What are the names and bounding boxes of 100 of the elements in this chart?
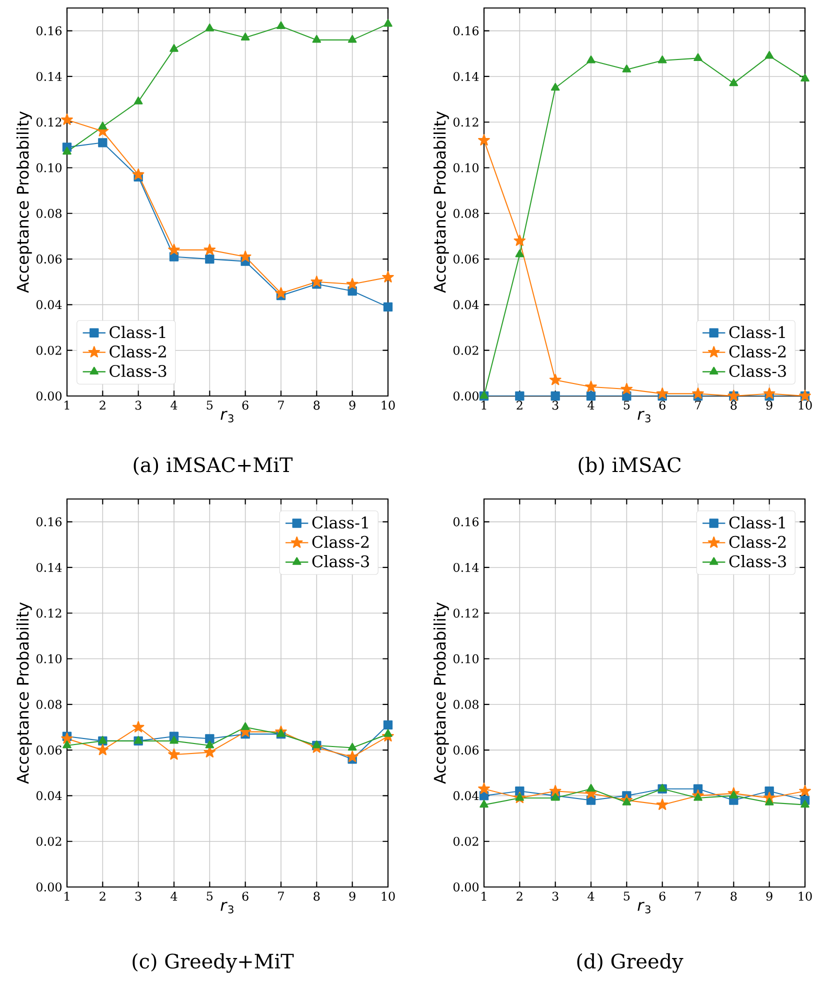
x-tick-label: 1 (482, 892, 486, 901)
y-tick-label: 0.10 (453, 654, 479, 664)
y-tick-label: 0.10 (36, 163, 62, 172)
x-tick-label: 8 (314, 400, 320, 410)
y-tick-label: 0.06 (36, 746, 62, 755)
x-tick-label: 10 (382, 892, 395, 901)
x-tick-label: 4 (170, 892, 178, 901)
x-tick-label: 10 (798, 400, 812, 410)
legend-label: Class-1 (729, 516, 785, 529)
y-tick-label: 0.04 (453, 300, 479, 310)
y-tick-label: 0.04 (36, 791, 62, 800)
x-tick-label: 1 (64, 400, 70, 410)
y-tick-label: 0.14 (453, 562, 479, 572)
x-tick-label: 9 (766, 892, 772, 901)
y-tick-label: 0.06 (453, 254, 479, 264)
x-tick-label: 8 (314, 892, 320, 901)
x-tick-label: 7 (695, 400, 701, 410)
legend-label: Class-2 (729, 536, 786, 548)
x-axis-title: r$_{3}$ (638, 410, 650, 422)
y-tick-label: 0.14 (36, 562, 62, 572)
legend-label: Class-3 (110, 364, 166, 378)
y-axis-title: Acceptance Probability (433, 602, 449, 784)
legend-label: Class-1 (729, 326, 785, 338)
x-axis-title: r$_{3}$ (220, 902, 234, 914)
y-tick-label: 0.06 (453, 746, 479, 755)
x-tick-label: 2 (100, 892, 106, 901)
text: (c) Greedy+MiT (132, 953, 294, 973)
y-tick-label: 0.16 (36, 26, 62, 36)
y-tick-label: 0.04 (36, 300, 62, 310)
legend-label: Class-2 (312, 536, 369, 548)
y-axis-title: Acceptance Probability (16, 602, 32, 784)
x-tick-label: 6 (659, 400, 666, 410)
y-tick-label: 0.16 (453, 26, 479, 36)
y-tick-label: 0.14 (453, 72, 479, 81)
y-tick-label: 0.12 (453, 118, 478, 127)
x-tick-label: 7 (695, 892, 701, 900)
y-tick-label: 0.08 (453, 208, 479, 218)
y-tick-label: 0.08 (453, 700, 479, 709)
x-tick-label: 6 (242, 892, 248, 901)
y-tick-label: 0.16 (453, 517, 479, 526)
x-tick-label: 3 (552, 400, 558, 410)
x-axis-title: r$_{3}$ (638, 902, 650, 914)
x-tick-label: 3 (135, 400, 142, 410)
x-axis-title: r$_{3}$ (220, 410, 234, 422)
x-tick-label: 8 (730, 400, 737, 410)
y-axis-title: Acceptance Probability (433, 111, 449, 293)
x-tick-label: 1 (482, 400, 486, 410)
y-tick-label: 0.02 (453, 836, 478, 846)
y-tick-label: 0.16 (36, 517, 62, 526)
x-tick-label: 10 (798, 892, 812, 901)
x-tick-label: 5 (624, 400, 630, 410)
y-tick-label: 0.00 (36, 391, 62, 401)
y-tick-label: 0.08 (36, 208, 62, 218)
legend-label: Class-1 (110, 326, 166, 338)
legend-label: Class-3 (729, 555, 786, 568)
legend-label: Class-2 (110, 345, 166, 358)
y-tick-label: 0.12 (453, 608, 478, 618)
y-tick-label: 0.04 (453, 791, 479, 800)
legend-label: Class-3 (729, 364, 786, 378)
x-tick-label: 2 (100, 400, 106, 410)
y-tick-label: 0.10 (453, 163, 479, 172)
y-tick-label: 0.02 (36, 836, 62, 846)
x-tick-label: 10 (382, 400, 395, 410)
legend-label: Class-3 (312, 555, 369, 568)
y-tick-label: 0.02 (36, 346, 62, 355)
y-tick-label: 0.14 (36, 72, 62, 81)
x-tick-label: 2 (516, 400, 522, 410)
text: (b) iMSAC (578, 456, 681, 476)
x-tick-label: 1 (64, 892, 70, 901)
x-tick-label: 9 (349, 400, 356, 410)
x-tick-label: 3 (552, 892, 558, 901)
y-tick-label: 0.12 (36, 118, 62, 127)
x-tick-label: 2 (516, 892, 522, 901)
y-axis-title: Acceptance Probability (16, 111, 32, 293)
x-tick-label: 4 (588, 400, 594, 410)
x-tick-label: 7 (278, 400, 284, 410)
y-tick-label: 0.00 (453, 391, 479, 401)
y-tick-label: 0.06 (36, 254, 62, 264)
y-tick-label: 0.00 (36, 882, 62, 892)
x-tick-label: 5 (624, 892, 630, 901)
y-tick-label: 0.12 (36, 608, 62, 618)
text: (d) Greedy (577, 953, 684, 973)
y-tick-label: 0.02 (453, 346, 478, 355)
x-tick-label: 5 (206, 892, 213, 901)
y-tick-label: 0.00 (453, 882, 479, 892)
x-tick-label: 7 (278, 892, 284, 900)
x-tick-label: 9 (349, 892, 356, 901)
x-tick-label: 6 (659, 892, 666, 901)
x-tick-label: 9 (766, 400, 772, 410)
y-tick-label: 0.10 (36, 654, 62, 664)
x-tick-label: 4 (588, 892, 594, 901)
x-tick-label: 8 (730, 892, 737, 901)
y-tick-label: 0.08 (36, 700, 62, 709)
x-tick-label: 4 (170, 400, 178, 410)
legend-label: Class-1 (312, 516, 368, 529)
x-tick-label: 5 (206, 400, 213, 410)
x-tick-label: 6 (242, 400, 248, 410)
text: (a) iMSAC+MiT (134, 456, 293, 476)
x-tick-label: 3 (135, 892, 142, 901)
legend-label: Class-2 (729, 345, 786, 358)
